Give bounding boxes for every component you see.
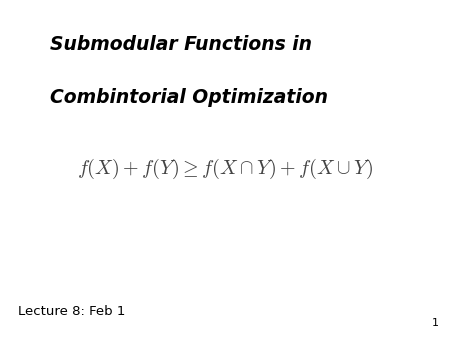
Text: $f(X) + f(Y) \geq f(X \cap Y) + f(X \cup Y)$: $f(X) + f(Y) \geq f(X \cap Y) + f(X \cup…	[77, 157, 373, 181]
Text: Lecture 8: Feb 1: Lecture 8: Feb 1	[18, 305, 126, 318]
Text: Submodular Functions in: Submodular Functions in	[50, 35, 311, 54]
Text: 1: 1	[432, 318, 439, 328]
Text: Combintorial Optimization: Combintorial Optimization	[50, 88, 328, 107]
